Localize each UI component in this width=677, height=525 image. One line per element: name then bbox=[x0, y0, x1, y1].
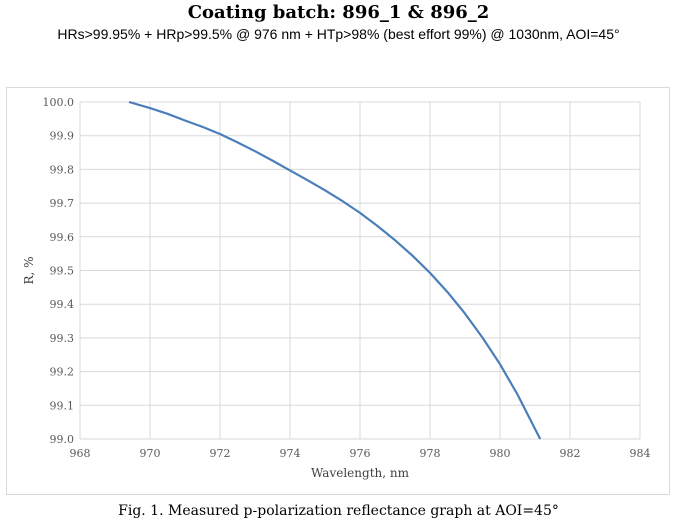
x-tick-label: 978 bbox=[420, 447, 441, 460]
y-tick-label: 99.7 bbox=[50, 197, 75, 210]
figure-caption: Fig. 1. Measured p-polarization reflecta… bbox=[118, 503, 559, 519]
x-tick-label: 970 bbox=[140, 447, 161, 460]
y-axis-label: R, % bbox=[22, 256, 36, 284]
x-tick-label: 976 bbox=[350, 447, 371, 460]
y-tick-label: 99.4 bbox=[50, 298, 75, 311]
x-tick-label: 974 bbox=[280, 447, 301, 460]
grid bbox=[79, 101, 641, 440]
chart-subtitle: HRs>99.95% + HRp>99.5% @ 976 nm + HTp>98… bbox=[57, 26, 620, 42]
reflectance-chart: 99.0 99.1 99.2 99.3 99.4 99.5 99.6 99.7 99.8 99.9… bbox=[22, 96, 651, 480]
y-tick-label: 99.2 bbox=[50, 366, 75, 379]
x-tick-label: 968 bbox=[70, 447, 91, 460]
y-tick-label: 99.9 bbox=[50, 130, 75, 143]
y-tick-label: 99.6 bbox=[50, 231, 75, 244]
y-tick-label: 99.0 bbox=[50, 433, 75, 446]
x-tick-label: 980 bbox=[490, 447, 511, 460]
y-tick-label: 99.1 bbox=[50, 399, 75, 412]
x-tick-label: 972 bbox=[210, 447, 231, 460]
y-tick-label: 99.8 bbox=[50, 163, 75, 176]
chart-title: Coating batch: 896_1 & 896_2 bbox=[187, 2, 490, 23]
x-tick-label: 982 bbox=[560, 447, 581, 460]
y-tick-label: 99.5 bbox=[50, 265, 75, 278]
y-tick-label: 99.3 bbox=[50, 332, 75, 345]
tick-labels: 99.0 99.1 99.2 99.3 99.4 99.5 99.6 99.7 99.8 99.9… bbox=[43, 96, 651, 460]
series-layer bbox=[128, 100, 542, 440]
x-tick-label: 984 bbox=[630, 447, 651, 460]
chart-area: 99.0 99.1 99.2 99.3 99.4 99.5 99.6 99.7 99.8 99.9… bbox=[6, 87, 670, 495]
y-tick-label: 100.0 bbox=[43, 96, 75, 109]
x-axis-label: Wavelength, nm bbox=[311, 466, 410, 480]
series-line-reflectance bbox=[128, 100, 542, 440]
